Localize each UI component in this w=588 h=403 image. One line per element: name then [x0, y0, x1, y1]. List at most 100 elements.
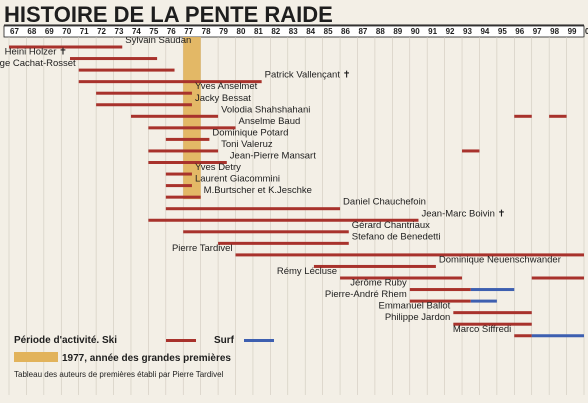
year-tick: 83: [289, 27, 298, 36]
ski-bar: [218, 241, 349, 245]
person-label: Pierre Tardivel: [172, 243, 233, 254]
ski-bar: [165, 195, 201, 199]
year-tick: 71: [80, 27, 89, 36]
ski-bar: [462, 149, 480, 153]
year-tick: 95: [498, 27, 507, 36]
ski-bar: [453, 311, 532, 315]
person-label: Pierre-André Rhem: [325, 289, 407, 300]
year-tick: 00: [585, 27, 588, 36]
year-tick: 99: [568, 27, 577, 36]
person-label: Jean-Marc Boivin ✝: [421, 208, 505, 219]
year-axis: 67 68 69 70 71 72 73 74 75 76 77 78 79 80 81 82 83 84 85 86…: [10, 27, 588, 36]
ski-bar: [313, 264, 436, 268]
ski-bar: [69, 57, 158, 61]
year-tick: 80: [237, 27, 246, 36]
legend-ski-swatch: [166, 339, 196, 342]
ski-bar: [514, 334, 532, 338]
person-label: Marco Siffredi: [453, 324, 511, 335]
ski-bar: [148, 218, 419, 222]
year-tick: 79: [219, 27, 228, 36]
year-tick: 75: [149, 27, 158, 36]
grid: [8, 37, 585, 395]
legend-highlight-swatch: [14, 352, 58, 362]
year-tick: 87: [358, 27, 367, 36]
year-tick: 68: [27, 27, 36, 36]
year-tick: 69: [45, 27, 54, 36]
legend: Période d'activité. Ski Surf 1977, année…: [14, 335, 274, 379]
year-tick: 92: [446, 27, 455, 36]
ski-bar: [165, 207, 341, 211]
person-label: Serge Cachat-Rosset: [0, 58, 76, 69]
highlight-1977: [183, 37, 201, 200]
highlight-band: [183, 37, 201, 200]
person-label: Emmanuel Ballot: [379, 301, 451, 312]
year-tick: 89: [393, 27, 402, 36]
ski-bar: [165, 172, 192, 176]
person-label: Heini Holzer ✝: [5, 47, 67, 58]
year-tick: 85: [324, 27, 333, 36]
year-tick: 97: [533, 27, 542, 36]
person-label: Yves Anselmet: [195, 81, 258, 92]
ski-bar: [183, 230, 349, 234]
ski-bar: [409, 299, 471, 303]
bars: [9, 45, 585, 338]
legend-note: Tableau des auteurs de premières établi …: [14, 370, 224, 379]
person-label: Sylvain Saudan: [125, 35, 191, 46]
year-tick: 96: [515, 27, 524, 36]
chart-title: HISTOIRE DE LA PENTE RAIDE: [4, 2, 333, 27]
ski-bar: [340, 276, 463, 280]
person-label: Stefano de Benedetti: [352, 231, 441, 242]
person-label: Rémy Lécluse: [277, 266, 337, 277]
ski-bar: [165, 184, 192, 188]
legend-highlight-label: 1977, année des grandes premières: [62, 353, 231, 364]
ski-bar: [148, 149, 219, 153]
year-tick: 98: [550, 27, 559, 36]
year-tick: 77: [184, 27, 193, 36]
year-tick: 73: [115, 27, 124, 36]
person-label: Dominique Potard: [212, 127, 288, 138]
surf-bar: [470, 299, 497, 303]
person-label: Jérôme Ruby: [350, 278, 407, 289]
year-tick: 81: [254, 27, 263, 36]
ski-bar: [96, 103, 192, 107]
year-tick: 86: [341, 27, 350, 36]
ski-bar: [165, 137, 210, 141]
ski-bar: [514, 114, 532, 118]
ski-bar: [130, 114, 219, 118]
year-tick: 90: [411, 27, 420, 36]
surf-bar: [531, 334, 584, 338]
year-tick: 76: [167, 27, 176, 36]
legend-activity-label: Période d'activité. Ski: [14, 335, 117, 346]
person-label: Laurent Giacommini: [195, 174, 280, 185]
person-label: M.Burtscher et K.Jeschke: [204, 185, 312, 196]
year-tick: 70: [62, 27, 71, 36]
person-label: Patrick Vallençant ✝: [265, 70, 351, 81]
ski-bar: [78, 80, 262, 84]
year-tick: 72: [97, 27, 106, 36]
year-tick: 78: [202, 27, 211, 36]
person-label: Philippe Jardon: [385, 312, 451, 323]
person-label: Yves Detry: [195, 162, 241, 173]
ski-bar: [531, 276, 584, 280]
year-tick: 91: [428, 27, 437, 36]
year-tick: 67: [10, 27, 19, 36]
person-label: Jean-Pierre Mansart: [230, 151, 316, 162]
ski-bar: [235, 253, 585, 257]
year-band-background: [3, 25, 585, 38]
person-label: Daniel Chauchefoin: [343, 197, 426, 208]
ski-bar: [78, 68, 175, 72]
legend-surf-swatch: [244, 339, 274, 342]
ski-bar: [96, 91, 192, 95]
ski-bar: [549, 114, 567, 118]
surf-bar: [470, 288, 515, 292]
ski-bar: [148, 126, 236, 130]
ski-bar: [148, 161, 227, 164]
ski-bar: [409, 288, 471, 292]
person-label: Dominique Neuenschwander: [439, 254, 561, 265]
person-label: Jacky Bessat: [195, 93, 251, 104]
ski-bar: [453, 322, 532, 326]
year-tick: 74: [132, 27, 141, 36]
name-labels: Sylvain Saudan Heini Holzer ✝Serge Cachat…: [0, 35, 561, 335]
year-tick: 94: [480, 27, 489, 36]
